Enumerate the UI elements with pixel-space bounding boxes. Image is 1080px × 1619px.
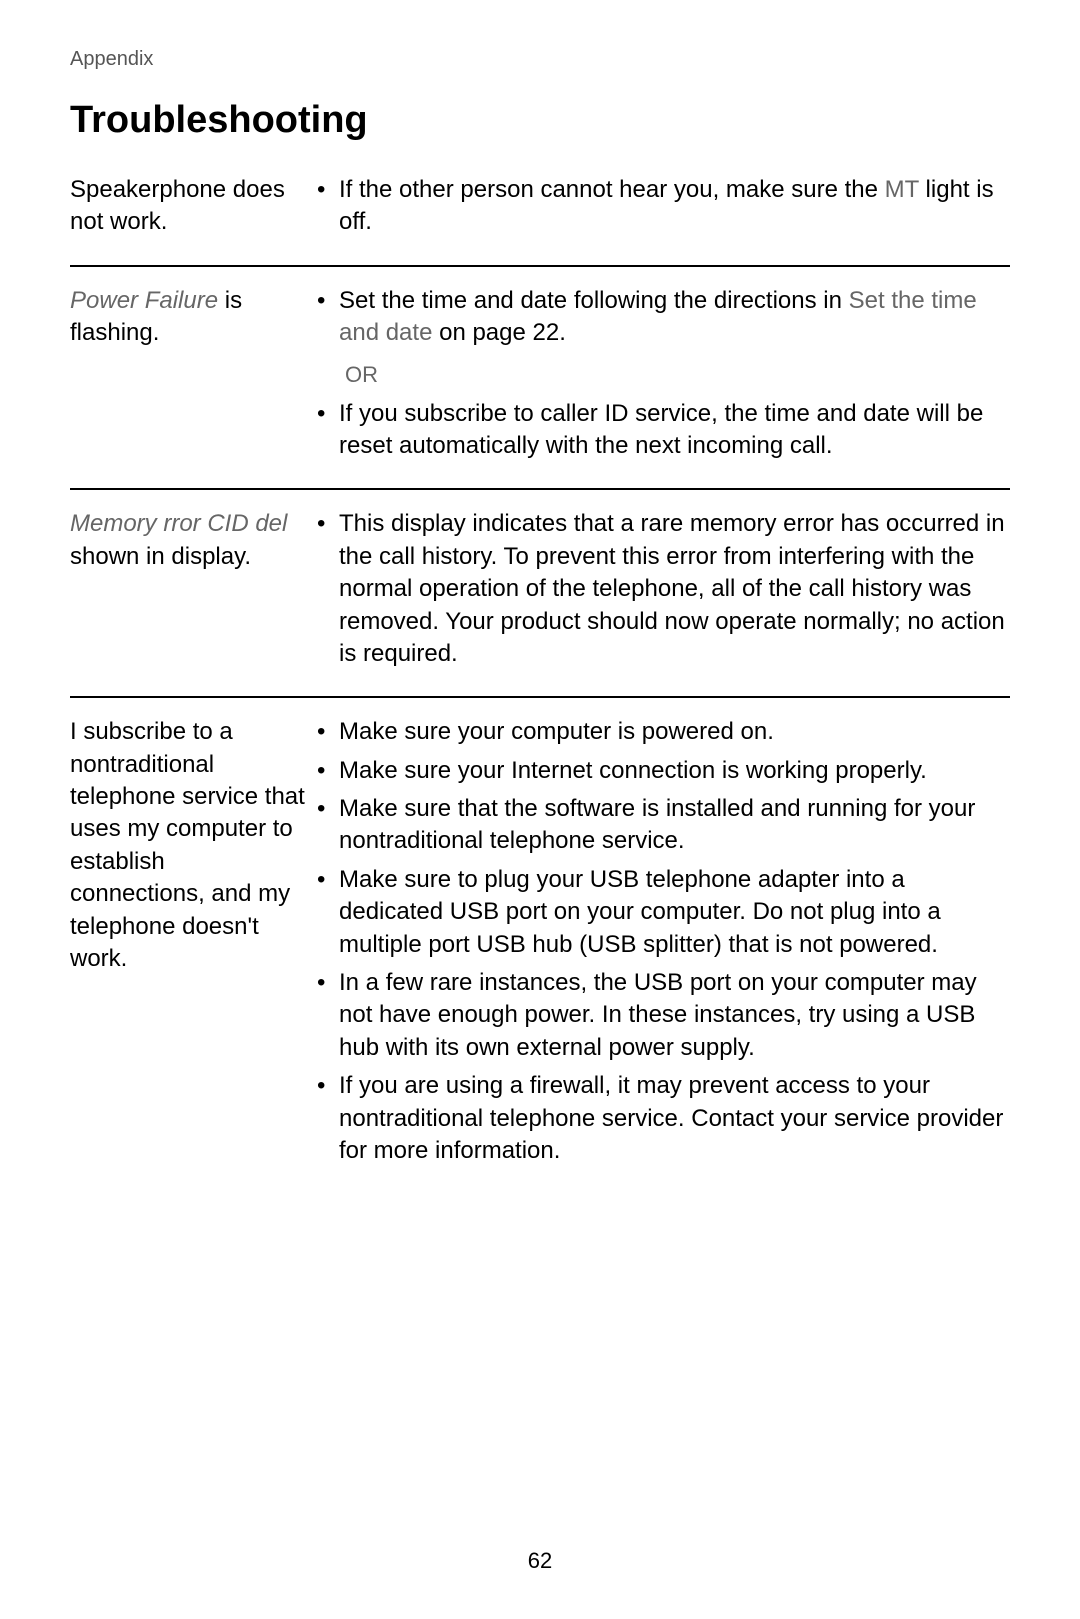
bullet-item: • If you subscribe to caller ID service,… bbox=[315, 398, 1010, 463]
bullet-item: • Make sure your computer is powered on. bbox=[315, 716, 1010, 748]
bullet-text: If the other person cannot hear you, mak… bbox=[339, 174, 1010, 239]
problem-text: Speakerphone does not work. bbox=[70, 174, 315, 245]
problem-text: Power Failure is flashing. bbox=[70, 285, 315, 469]
problem-post: shown in display. bbox=[70, 543, 251, 570]
bullet-dot: • bbox=[315, 793, 339, 858]
text-pre: If the other person cannot hear you, mak… bbox=[339, 176, 885, 203]
bullet-dot: • bbox=[315, 864, 339, 961]
bullet-item: • Make sure to plug your USB telephone a… bbox=[315, 864, 1010, 961]
bullet-dot: • bbox=[315, 755, 339, 787]
problem-text: Memory rror CID del shown in display. bbox=[70, 508, 315, 676]
troubleshoot-row: I subscribe to a nontraditional telephon… bbox=[70, 716, 1010, 1193]
solution-col: • If the other person cannot hear you, m… bbox=[315, 174, 1010, 245]
or-text: OR bbox=[345, 362, 1010, 388]
text-post: on page 22. bbox=[432, 319, 565, 346]
bullet-item: • Make sure that the software is install… bbox=[315, 793, 1010, 858]
bullet-item: • If you are using a firewall, it may pr… bbox=[315, 1070, 1010, 1167]
bullet-text: In a few rare instances, the USB port on… bbox=[339, 967, 1010, 1064]
troubleshoot-row: Speakerphone does not work. • If the oth… bbox=[70, 174, 1010, 267]
page-title: Troubleshooting bbox=[70, 99, 1010, 142]
solution-col: • Set the time and date following the di… bbox=[315, 285, 1010, 469]
bullet-dot: • bbox=[315, 967, 339, 1064]
bullet-dot: • bbox=[315, 508, 339, 670]
problem-text: I subscribe to a nontraditional telephon… bbox=[70, 716, 315, 1173]
page-number: 62 bbox=[0, 1548, 1080, 1574]
troubleshoot-row: Memory rror CID del shown in display. • … bbox=[70, 508, 1010, 698]
solution-col: • Make sure your computer is powered on.… bbox=[315, 716, 1010, 1173]
text-grey: MT bbox=[885, 176, 919, 203]
bullet-text: If you are using a firewall, it may prev… bbox=[339, 1070, 1010, 1167]
bullet-item: • This display indicates that a rare mem… bbox=[315, 508, 1010, 670]
text-pre: Set the time and date following the dire… bbox=[339, 287, 849, 314]
section-header: Appendix bbox=[70, 48, 1010, 71]
bullet-text: If you subscribe to caller ID service, t… bbox=[339, 398, 1010, 463]
problem-pre: I subscribe to a nontraditional telephon… bbox=[70, 718, 305, 972]
bullet-dot: • bbox=[315, 285, 339, 350]
bullet-item: • In a few rare instances, the USB port … bbox=[315, 967, 1010, 1064]
problem-grey: Power Failure bbox=[70, 287, 218, 314]
troubleshoot-row: Power Failure is flashing. • Set the tim… bbox=[70, 285, 1010, 491]
bullet-text: Make sure to plug your USB telephone ada… bbox=[339, 864, 1010, 961]
bullet-text: This display indicates that a rare memor… bbox=[339, 508, 1010, 670]
bullet-item: • If the other person cannot hear you, m… bbox=[315, 174, 1010, 239]
bullet-text: Make sure your Internet connection is wo… bbox=[339, 755, 1010, 787]
bullet-dot: • bbox=[315, 716, 339, 748]
bullet-text: Set the time and date following the dire… bbox=[339, 285, 1010, 350]
bullet-dot: • bbox=[315, 1070, 339, 1167]
bullet-dot: • bbox=[315, 398, 339, 463]
bullet-text: Make sure that the software is installed… bbox=[339, 793, 1010, 858]
problem-grey: Memory rror CID del bbox=[70, 510, 287, 537]
bullet-item: • Make sure your Internet connection is … bbox=[315, 755, 1010, 787]
bullet-text: Make sure your computer is powered on. bbox=[339, 716, 1010, 748]
problem-pre: Speakerphone does not work. bbox=[70, 176, 285, 235]
bullet-item: • Set the time and date following the di… bbox=[315, 285, 1010, 350]
solution-col: • This display indicates that a rare mem… bbox=[315, 508, 1010, 676]
bullet-dot: • bbox=[315, 174, 339, 239]
